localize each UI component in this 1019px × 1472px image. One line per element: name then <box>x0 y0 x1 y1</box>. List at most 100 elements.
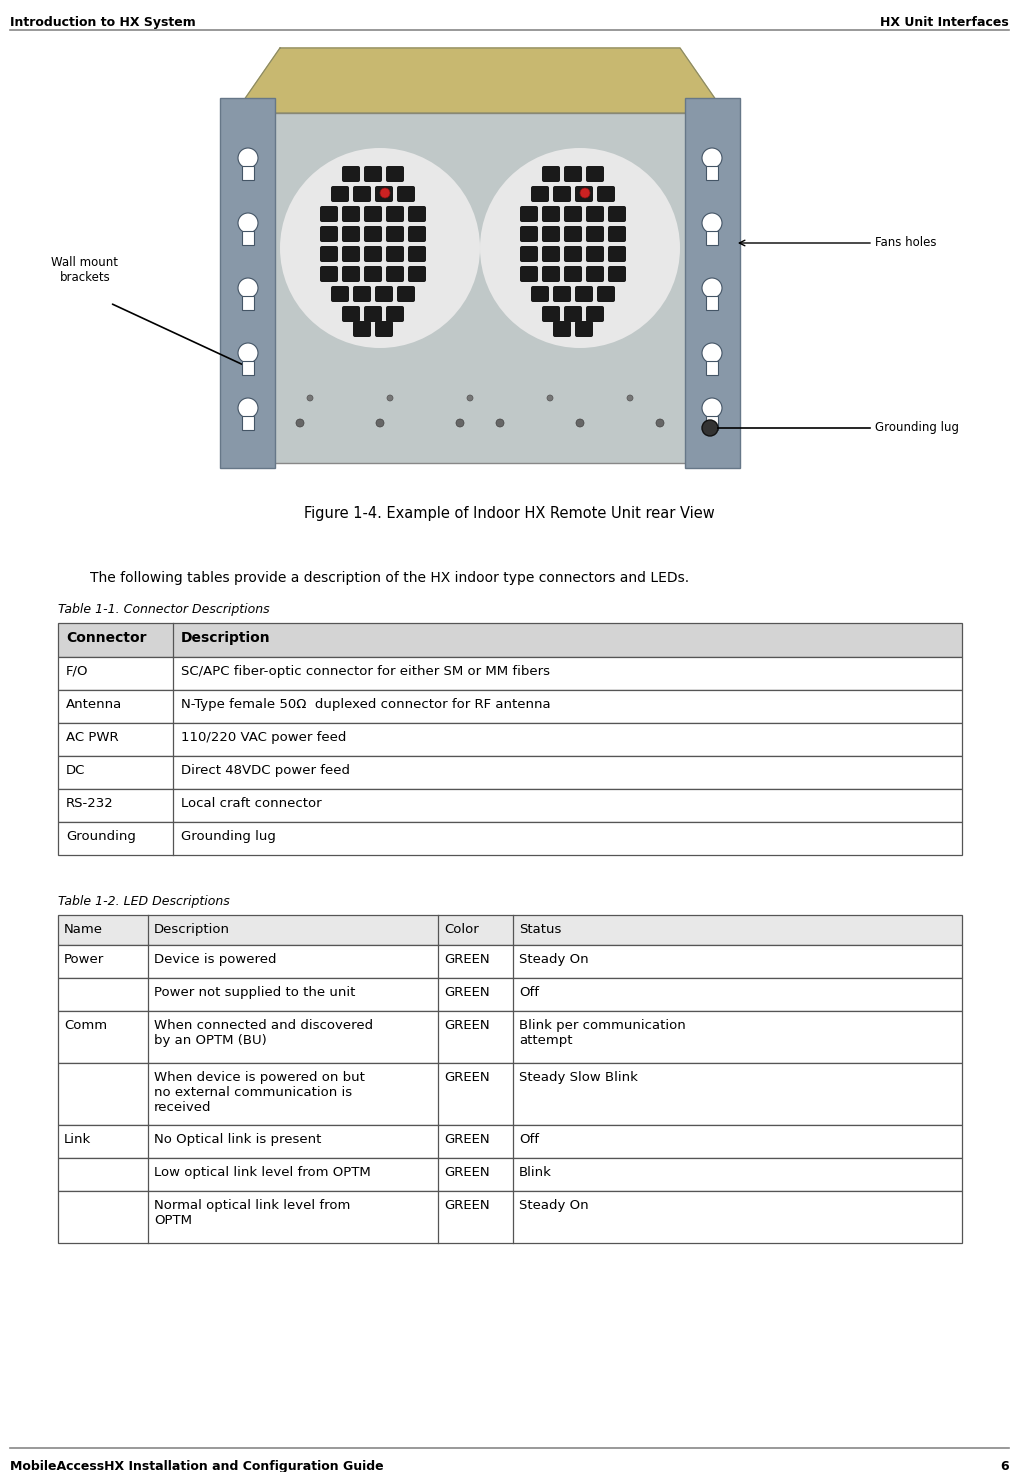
FancyBboxPatch shape <box>386 166 404 183</box>
FancyBboxPatch shape <box>364 306 382 322</box>
FancyBboxPatch shape <box>564 246 582 262</box>
FancyBboxPatch shape <box>586 266 604 283</box>
Text: No Optical link is present: No Optical link is present <box>154 1133 321 1147</box>
FancyBboxPatch shape <box>386 246 404 262</box>
Bar <box>58 916 962 945</box>
Text: F/O: F/O <box>66 665 89 679</box>
Text: Comm: Comm <box>64 1019 107 1032</box>
Circle shape <box>702 420 718 436</box>
Text: Off: Off <box>519 986 539 999</box>
FancyBboxPatch shape <box>542 246 560 262</box>
Text: Color: Color <box>444 923 479 936</box>
Text: GREEN: GREEN <box>444 1072 489 1083</box>
Text: Grounding: Grounding <box>66 830 136 843</box>
Bar <box>706 166 718 180</box>
Bar <box>58 1011 962 1063</box>
FancyBboxPatch shape <box>320 206 338 222</box>
FancyBboxPatch shape <box>531 286 549 302</box>
Text: AC PWR: AC PWR <box>66 732 118 743</box>
Text: Steady Slow Blink: Steady Slow Blink <box>519 1072 638 1083</box>
Bar <box>58 757 962 789</box>
Text: GREEN: GREEN <box>444 1200 489 1211</box>
Text: When connected and discovered
by an OPTM (BU): When connected and discovered by an OPTM… <box>154 1019 373 1047</box>
FancyBboxPatch shape <box>542 206 560 222</box>
Circle shape <box>702 213 722 233</box>
FancyBboxPatch shape <box>375 321 393 337</box>
FancyBboxPatch shape <box>353 321 371 337</box>
Text: Grounding lug: Grounding lug <box>875 421 959 434</box>
Bar <box>58 657 962 690</box>
FancyBboxPatch shape <box>597 185 615 202</box>
FancyBboxPatch shape <box>586 306 604 322</box>
Text: Device is powered: Device is powered <box>154 952 276 966</box>
FancyBboxPatch shape <box>342 246 360 262</box>
Text: Name: Name <box>64 923 103 936</box>
Bar <box>58 623 962 657</box>
FancyBboxPatch shape <box>364 266 382 283</box>
Text: Blink: Blink <box>519 1166 552 1179</box>
Text: Connector: Connector <box>66 631 147 645</box>
FancyBboxPatch shape <box>520 227 538 241</box>
FancyBboxPatch shape <box>408 266 426 283</box>
Text: GREEN: GREEN <box>444 1019 489 1032</box>
FancyBboxPatch shape <box>553 286 571 302</box>
FancyBboxPatch shape <box>586 206 604 222</box>
FancyBboxPatch shape <box>575 185 593 202</box>
FancyBboxPatch shape <box>386 266 404 283</box>
Text: Description: Description <box>181 631 271 645</box>
Circle shape <box>702 397 722 418</box>
FancyBboxPatch shape <box>520 206 538 222</box>
Text: Figure 1-4. Example of Indoor HX Remote Unit rear View: Figure 1-4. Example of Indoor HX Remote … <box>304 506 714 521</box>
Circle shape <box>238 213 258 233</box>
FancyBboxPatch shape <box>375 286 393 302</box>
FancyBboxPatch shape <box>520 246 538 262</box>
FancyBboxPatch shape <box>564 227 582 241</box>
Bar <box>58 1158 962 1191</box>
FancyBboxPatch shape <box>608 266 626 283</box>
FancyBboxPatch shape <box>342 227 360 241</box>
FancyBboxPatch shape <box>386 227 404 241</box>
Bar <box>220 99 275 468</box>
Text: When device is powered on but
no external communication is
received: When device is powered on but no externa… <box>154 1072 365 1114</box>
Bar <box>58 789 962 821</box>
FancyBboxPatch shape <box>564 166 582 183</box>
FancyBboxPatch shape <box>575 286 593 302</box>
FancyBboxPatch shape <box>342 266 360 283</box>
FancyBboxPatch shape <box>520 266 538 283</box>
FancyBboxPatch shape <box>320 246 338 262</box>
Bar <box>706 361 718 375</box>
FancyBboxPatch shape <box>542 306 560 322</box>
FancyBboxPatch shape <box>331 286 348 302</box>
Text: GREEN: GREEN <box>444 952 489 966</box>
FancyBboxPatch shape <box>608 206 626 222</box>
FancyBboxPatch shape <box>364 206 382 222</box>
Text: The following tables provide a description of the HX indoor type connectors and : The following tables provide a descripti… <box>90 571 689 584</box>
Text: Power not supplied to the unit: Power not supplied to the unit <box>154 986 356 999</box>
Text: Normal optical link level from
OPTM: Normal optical link level from OPTM <box>154 1200 351 1228</box>
Bar <box>235 113 725 464</box>
Circle shape <box>238 278 258 297</box>
Text: HX Unit Interfaces: HX Unit Interfaces <box>880 16 1009 29</box>
Circle shape <box>496 420 504 427</box>
Bar <box>58 945 962 977</box>
Text: 110/220 VAC power feed: 110/220 VAC power feed <box>181 732 346 743</box>
Text: Power: Power <box>64 952 104 966</box>
Text: Description: Description <box>154 923 230 936</box>
FancyBboxPatch shape <box>397 185 415 202</box>
FancyBboxPatch shape <box>331 185 348 202</box>
Circle shape <box>467 394 473 400</box>
FancyBboxPatch shape <box>575 321 593 337</box>
Text: Fans holes: Fans holes <box>875 237 936 249</box>
Text: Steady On: Steady On <box>519 952 589 966</box>
FancyBboxPatch shape <box>564 306 582 322</box>
FancyBboxPatch shape <box>553 321 571 337</box>
FancyBboxPatch shape <box>586 227 604 241</box>
FancyBboxPatch shape <box>608 227 626 241</box>
FancyBboxPatch shape <box>353 286 371 302</box>
Text: Antenna: Antenna <box>66 698 122 711</box>
Bar <box>242 361 254 375</box>
FancyBboxPatch shape <box>553 185 571 202</box>
FancyBboxPatch shape <box>364 227 382 241</box>
FancyBboxPatch shape <box>408 206 426 222</box>
Bar <box>242 166 254 180</box>
